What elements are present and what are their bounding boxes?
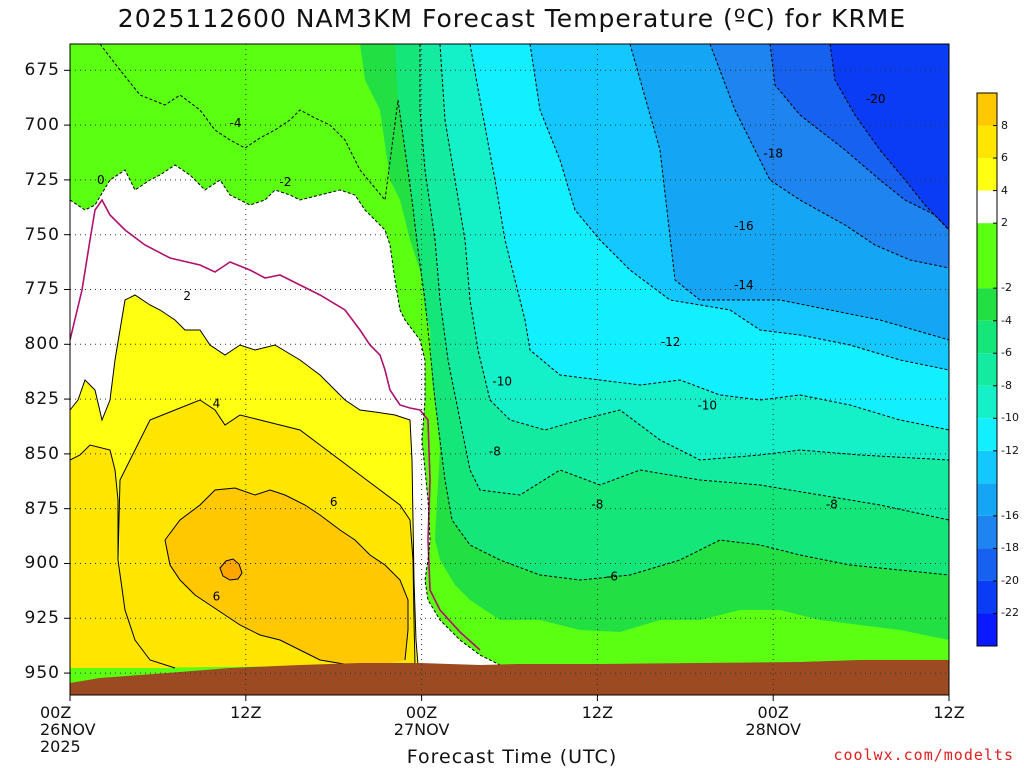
contour-label: -8 [591, 497, 603, 511]
contour-minus-2 [70, 164, 501, 666]
colorbar-label: -6 [1001, 346, 1012, 360]
x-axis-title: Forecast Time (UTC) [406, 746, 618, 768]
colorbar-segment [977, 320, 997, 354]
x-tick-label: 00Z 27NOV [393, 703, 450, 739]
contour-2 [70, 294, 419, 666]
band-6-to-8 [165, 488, 408, 665]
y-tick-label: 875 [24, 498, 60, 519]
y-tick-label: 775 [24, 279, 60, 300]
colorbar-label: -8 [1001, 378, 1012, 392]
contour-minus-18 [769, 44, 949, 231]
y-tick-label: 800 [24, 334, 60, 355]
y-tick-label: 675 [24, 60, 60, 81]
colorbar-segment [977, 580, 997, 614]
grid-lines [70, 44, 949, 695]
contour-label: -20 [866, 92, 886, 106]
colorbar-segment [977, 515, 997, 549]
colorbar-segment [977, 223, 997, 289]
contour-label: -6 [606, 570, 618, 584]
colorbar-label: 2 [1001, 216, 1008, 230]
band-4-to-6 [70, 445, 175, 668]
colorbar-label: -20 [1001, 573, 1019, 587]
plot-area [70, 44, 949, 695]
contour-label: -18 [763, 147, 783, 161]
colorbar-segment [977, 353, 997, 386]
colorbar-segment [977, 190, 997, 224]
contour-label: -8 [826, 497, 838, 511]
contour-label: -14 [734, 278, 754, 292]
y-tick-label: 925 [24, 608, 60, 629]
contour-minus-6 [419, 44, 949, 521]
x-tick-label: 00Z 26NOV 2025 [40, 703, 96, 756]
y-tick-label: 725 [24, 169, 60, 190]
contour-0 [70, 198, 481, 651]
colorbar-segment [977, 385, 997, 419]
colorbar-segment [977, 483, 997, 516]
contour-label: -2 [279, 175, 291, 189]
colorbar-segment [977, 288, 997, 321]
contour-6 [164, 487, 409, 661]
x-tick-label: 00Z 28NOV [745, 703, 801, 739]
contour-label: -16 [734, 219, 754, 233]
contour-minus-20 [829, 44, 949, 231]
colorbar-segment [977, 93, 997, 126]
colorbar-segment [977, 418, 997, 451]
contour-minus-12 [529, 44, 949, 371]
colorbar-label: 6 [1001, 151, 1008, 165]
colorbar-label: -18 [1001, 541, 1019, 555]
ground-terrain [70, 660, 949, 695]
contour-label: 0 [97, 173, 105, 187]
contour-labels: 0 -4 -2 2 4 6 6 -10 -8 -8 -6 -12 -10 -14 -16 -18 -20 -8 [97, 92, 886, 604]
colorbar-segment [977, 613, 997, 646]
colorbar-label: -22 [1001, 606, 1019, 620]
x-tick-label: 12Z [230, 703, 262, 722]
y-tick-label: 850 [24, 443, 60, 464]
colorbar-label: -10 [1001, 411, 1019, 425]
contour-label: 2 [183, 289, 191, 303]
chart-title: 2025112600 NAM3KM Forecast Temperature (… [117, 4, 907, 33]
contour-label: -10 [492, 375, 512, 389]
colorbar-label: -16 [1001, 508, 1019, 522]
contour-8 [219, 558, 243, 581]
contour-6-lower [164, 539, 351, 666]
colorbar-label: 4 [1001, 183, 1008, 197]
x-tick-label: 12Z [581, 703, 614, 722]
credit-link[interactable]: coolwx.com/modelts [833, 746, 1014, 764]
band-8-to-10 [220, 559, 242, 580]
colorbar-segment [977, 450, 997, 484]
contour-minus-4 [99, 44, 949, 581]
x-tick-label: 12Z [933, 703, 965, 722]
y-tick-label: 900 [24, 553, 60, 574]
contour-minus-16 [709, 44, 949, 269]
contour-label: -8 [489, 445, 501, 459]
colorbar-label: -4 [1001, 313, 1012, 327]
colorbar-segment [977, 548, 997, 581]
contour-minus-8 [439, 44, 949, 461]
contour-label: -4 [230, 116, 242, 130]
colorbar-segment [977, 158, 997, 191]
contour-minus-10 [469, 44, 949, 431]
colorbar-frame [976, 92, 998, 647]
plot-frame [69, 43, 950, 696]
contour-label: 6 [213, 589, 221, 603]
colorbar [977, 93, 997, 646]
y-tick-label: 750 [24, 224, 60, 245]
contour-label: 6 [330, 495, 338, 509]
colorbar-label: -2 [1001, 281, 1012, 295]
contour-4-left [70, 444, 176, 669]
contour-label: -10 [697, 399, 717, 413]
y-tick-label: 950 [24, 663, 60, 684]
axis-ticks [64, 69, 950, 701]
colorbar-label: -12 [1001, 443, 1019, 457]
colorbar-label: 8 [1001, 118, 1008, 132]
y-tick-label: 825 [24, 389, 60, 410]
contour-4 [117, 399, 416, 666]
contour-label: -12 [661, 335, 681, 349]
contour-label: 4 [213, 396, 221, 410]
colorbar-segment [977, 125, 997, 159]
y-tick-label: 700 [24, 115, 60, 136]
